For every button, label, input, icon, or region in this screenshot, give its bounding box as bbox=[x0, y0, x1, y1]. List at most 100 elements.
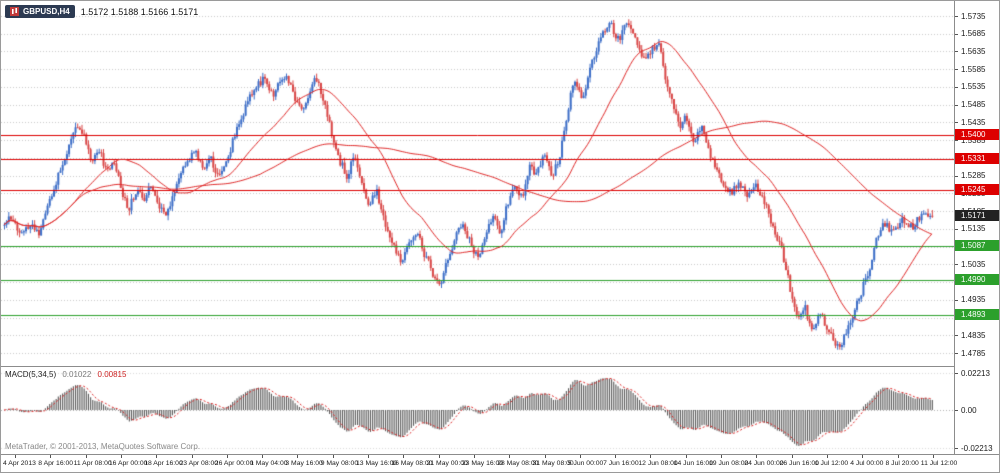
time-axis-label: 21 May 00:00 bbox=[426, 460, 468, 467]
time-tick-mark bbox=[226, 455, 228, 458]
price-level-badge: 1.4893 bbox=[955, 308, 999, 320]
time-tick-mark bbox=[368, 455, 369, 458]
time-tick-mark bbox=[50, 455, 52, 458]
time-axis-label: 13 May 16:00 bbox=[356, 460, 398, 467]
price-tick-mark bbox=[955, 229, 958, 230]
time-axis-label: 23 Apr 08:00 bbox=[179, 460, 219, 467]
time-tick-mark bbox=[509, 455, 511, 458]
price-tick-label: 1.5385 bbox=[961, 135, 986, 145]
chart-icon bbox=[10, 7, 19, 16]
time-tick-mark bbox=[156, 455, 158, 458]
time-axis-label: 26 Apr 00:00 bbox=[214, 460, 254, 467]
time-tick-mark bbox=[85, 455, 87, 458]
time-axis-label: 9 May 08:00 bbox=[320, 460, 359, 467]
time-axis-label: 28 May 08:00 bbox=[497, 460, 539, 467]
price-tick-mark bbox=[955, 34, 958, 35]
macd-header: MACD(5,34,5) 0.01022 0.00815 bbox=[5, 370, 126, 379]
time-axis-label: 3 May 16:00 bbox=[285, 460, 323, 467]
time-axis-label: 18 Apr 16:00 bbox=[144, 460, 183, 467]
time-tick-mark bbox=[403, 455, 405, 458]
price-tick-label: 1.5435 bbox=[961, 117, 986, 127]
macd-tick-mark bbox=[955, 448, 958, 449]
time-tick-mark bbox=[756, 455, 758, 458]
time-axis-label: 1 Jul 12:00 bbox=[814, 460, 849, 467]
time-tick-mark bbox=[685, 455, 687, 458]
price-tick-mark bbox=[955, 87, 958, 88]
price-tick-mark bbox=[955, 122, 958, 123]
time-axis-label: 8 Jul 20:00 bbox=[885, 460, 919, 467]
macd-label: MACD(5,34,5) bbox=[5, 370, 57, 379]
price-level-badge: 1.5400 bbox=[955, 128, 999, 140]
time-axis-label: 4 Jul 00:00 bbox=[850, 460, 884, 467]
macd-value-signal: 0.00815 bbox=[97, 370, 127, 379]
time-tick-mark bbox=[120, 455, 122, 458]
time-axis[interactable]: 4 Apr 2013 8 Apr 16:00 11 Apr 08:00 16 Apr … bbox=[1, 454, 999, 472]
price-tick-label: 1.4935 bbox=[961, 295, 986, 305]
macd-tick-mark bbox=[955, 373, 958, 374]
time-axis-label: 26 Jun 16:00 bbox=[779, 460, 819, 467]
time-axis-label: 8 Apr 16:00 bbox=[38, 460, 74, 467]
time-axis-label: 4 Apr 2013 bbox=[3, 460, 36, 467]
price-level-badge: 1.5171 bbox=[955, 210, 999, 222]
price-tick-label: 1.5735 bbox=[961, 11, 986, 21]
time-tick-mark bbox=[721, 455, 722, 458]
time-tick-mark bbox=[544, 455, 546, 458]
time-axis-label: 7 Jun 16:00 bbox=[603, 460, 639, 467]
time-tick-mark bbox=[473, 455, 475, 458]
ohlc-values: 1.5172 1.5188 1.5166 1.5171 bbox=[80, 6, 199, 17]
price-tick-label: 1.5635 bbox=[961, 46, 986, 56]
time-tick-mark bbox=[262, 455, 264, 458]
price-tick-mark bbox=[955, 16, 958, 17]
price-tick-label: 1.5535 bbox=[961, 82, 986, 92]
panel-divider[interactable] bbox=[1, 366, 999, 367]
time-axis-label: 12 Jun 08:00 bbox=[638, 460, 678, 467]
time-tick-mark bbox=[191, 455, 193, 458]
price-tick-label: 1.5685 bbox=[961, 29, 986, 39]
price-tick-mark bbox=[955, 353, 958, 354]
price-tick-mark bbox=[955, 105, 958, 106]
price-level-badge: 1.5245 bbox=[955, 183, 999, 195]
time-axis-label: 23 May 16:00 bbox=[461, 460, 504, 467]
time-axis-label: 11 Apr 08:00 bbox=[73, 460, 112, 467]
price-tick-mark bbox=[955, 335, 958, 336]
price-chart-canvas[interactable] bbox=[1, 1, 954, 366]
macd-tick-label: 0.00 bbox=[961, 405, 977, 415]
time-tick-mark bbox=[791, 455, 793, 458]
chart-header: GBPUSD,H4 1.5172 1.5188 1.5166 1.5171 bbox=[5, 5, 198, 18]
macd-tick-label: 0.02213 bbox=[961, 368, 990, 378]
price-tick-label: 1.4835 bbox=[961, 330, 986, 340]
copyright-watermark: MetaTrader, © 2001-2013, MetaQuotes Soft… bbox=[5, 442, 201, 451]
macd-value-main: 0.01022 bbox=[62, 370, 92, 379]
time-tick-mark bbox=[15, 455, 16, 458]
macd-tick-label: -0.02213 bbox=[961, 443, 993, 453]
price-level-badge: 1.5331 bbox=[955, 153, 999, 165]
time-axis-label: 14 Jun 16:00 bbox=[673, 460, 713, 467]
time-tick-mark bbox=[579, 455, 581, 458]
time-tick-mark bbox=[932, 455, 934, 458]
time-tick-mark bbox=[615, 455, 617, 458]
price-tick-label: 1.5585 bbox=[961, 64, 986, 74]
price-axis[interactable]: 1.5735 1.5685 1.5635 1.5585 1.5535 1.5485 1.54… bbox=[954, 1, 999, 454]
price-level-badge: 1.4990 bbox=[955, 274, 999, 286]
time-tick-mark bbox=[650, 455, 652, 458]
price-tick-label: 1.5135 bbox=[961, 224, 986, 234]
symbol-label: GBPUSD,H4 bbox=[23, 7, 70, 16]
time-tick-mark bbox=[438, 455, 440, 458]
time-axis-label: 1 May 04:00 bbox=[250, 460, 288, 467]
price-tick-mark bbox=[955, 69, 958, 70]
price-tick-mark bbox=[955, 51, 958, 52]
time-tick-mark bbox=[332, 455, 334, 458]
time-axis-label: 11 Jul 12:00 bbox=[920, 460, 958, 467]
macd-canvas[interactable] bbox=[1, 367, 954, 454]
price-tick-label: 1.5285 bbox=[961, 171, 986, 181]
time-tick-mark bbox=[862, 455, 864, 458]
price-tick-label: 1.5485 bbox=[961, 100, 986, 110]
time-axis-label: 31 May 08:00 bbox=[532, 460, 574, 467]
time-axis-label: 5 Jun 00:00 bbox=[567, 460, 604, 467]
time-axis-label: 19 Jun 08:00 bbox=[709, 460, 749, 467]
macd-tick-mark bbox=[955, 410, 958, 411]
symbol-badge: GBPUSD,H4 bbox=[5, 5, 75, 18]
price-tick-mark bbox=[955, 140, 958, 141]
time-tick-mark bbox=[826, 455, 828, 458]
